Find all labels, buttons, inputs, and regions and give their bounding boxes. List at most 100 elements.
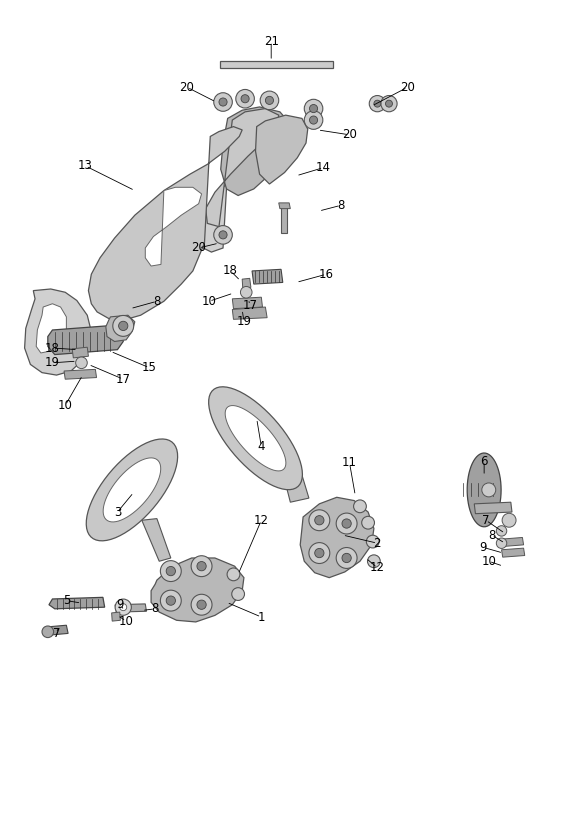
- Text: 17: 17: [116, 372, 131, 386]
- Text: 21: 21: [264, 35, 279, 48]
- Circle shape: [304, 99, 323, 118]
- Polygon shape: [242, 279, 251, 288]
- Circle shape: [76, 357, 87, 368]
- Text: 18: 18: [45, 341, 60, 354]
- Circle shape: [197, 600, 206, 610]
- Circle shape: [342, 554, 352, 563]
- Circle shape: [496, 526, 507, 536]
- Circle shape: [315, 549, 324, 558]
- Text: 17: 17: [242, 299, 257, 312]
- Circle shape: [240, 287, 252, 298]
- Circle shape: [160, 590, 181, 611]
- Polygon shape: [103, 458, 161, 522]
- Text: 6: 6: [480, 455, 488, 468]
- Circle shape: [120, 604, 127, 611]
- Circle shape: [227, 568, 240, 581]
- Polygon shape: [474, 502, 512, 513]
- Text: 20: 20: [191, 241, 206, 255]
- Circle shape: [304, 110, 323, 129]
- Circle shape: [385, 101, 392, 107]
- Circle shape: [369, 96, 385, 112]
- Polygon shape: [86, 439, 178, 541]
- Polygon shape: [209, 386, 303, 489]
- Circle shape: [191, 594, 212, 616]
- Circle shape: [42, 626, 54, 638]
- Text: 19: 19: [237, 316, 251, 328]
- Text: 2: 2: [374, 536, 381, 550]
- Circle shape: [361, 517, 374, 529]
- Circle shape: [160, 560, 181, 582]
- Text: 5: 5: [63, 594, 70, 607]
- Polygon shape: [232, 297, 262, 309]
- Circle shape: [310, 105, 318, 113]
- Polygon shape: [142, 518, 171, 561]
- Circle shape: [260, 91, 279, 110]
- Text: 10: 10: [202, 295, 216, 308]
- Circle shape: [381, 96, 397, 112]
- Polygon shape: [145, 187, 202, 266]
- Text: 14: 14: [316, 162, 331, 174]
- Text: 3: 3: [114, 506, 121, 518]
- Polygon shape: [36, 304, 66, 353]
- Polygon shape: [24, 289, 92, 375]
- Text: 19: 19: [45, 356, 60, 369]
- Circle shape: [309, 510, 330, 531]
- Text: 10: 10: [58, 399, 73, 412]
- Circle shape: [482, 483, 496, 497]
- Text: 10: 10: [482, 555, 496, 568]
- Circle shape: [502, 513, 516, 527]
- Text: 8: 8: [337, 199, 345, 212]
- Polygon shape: [200, 110, 268, 252]
- Polygon shape: [89, 127, 242, 321]
- Polygon shape: [501, 537, 524, 546]
- Circle shape: [366, 536, 379, 548]
- Circle shape: [166, 596, 175, 606]
- Circle shape: [496, 538, 507, 549]
- Polygon shape: [252, 269, 283, 284]
- Circle shape: [219, 231, 227, 239]
- Text: 4: 4: [258, 440, 265, 453]
- Circle shape: [342, 519, 352, 528]
- Circle shape: [310, 116, 318, 124]
- Circle shape: [231, 588, 244, 601]
- Polygon shape: [501, 548, 525, 557]
- Text: 16: 16: [319, 268, 334, 281]
- Polygon shape: [115, 604, 146, 612]
- Circle shape: [265, 96, 273, 105]
- Polygon shape: [72, 347, 89, 358]
- Text: 15: 15: [142, 361, 157, 374]
- Circle shape: [219, 98, 227, 106]
- Circle shape: [315, 516, 324, 525]
- Circle shape: [309, 543, 330, 564]
- Polygon shape: [106, 316, 135, 341]
- Circle shape: [367, 555, 380, 568]
- Circle shape: [115, 599, 131, 616]
- Text: 20: 20: [400, 81, 415, 94]
- Polygon shape: [64, 369, 97, 379]
- Polygon shape: [232, 307, 267, 320]
- Circle shape: [166, 566, 175, 576]
- Polygon shape: [279, 203, 290, 208]
- Circle shape: [336, 547, 357, 569]
- Text: 8: 8: [152, 602, 159, 616]
- Circle shape: [336, 513, 357, 534]
- Polygon shape: [300, 498, 374, 578]
- Text: 9: 9: [479, 541, 487, 554]
- Text: 12: 12: [254, 513, 269, 527]
- Circle shape: [118, 321, 128, 330]
- Text: 20: 20: [342, 129, 357, 141]
- Text: 1: 1: [258, 611, 265, 624]
- Circle shape: [197, 561, 206, 571]
- Polygon shape: [48, 325, 123, 354]
- Polygon shape: [280, 460, 309, 502]
- Circle shape: [374, 101, 381, 107]
- Polygon shape: [48, 625, 68, 635]
- Polygon shape: [467, 453, 501, 527]
- Circle shape: [191, 555, 212, 577]
- Circle shape: [353, 500, 366, 513]
- Text: 11: 11: [342, 456, 357, 470]
- Polygon shape: [255, 115, 308, 184]
- Text: 8: 8: [488, 528, 496, 541]
- Circle shape: [214, 226, 232, 244]
- Circle shape: [214, 93, 232, 111]
